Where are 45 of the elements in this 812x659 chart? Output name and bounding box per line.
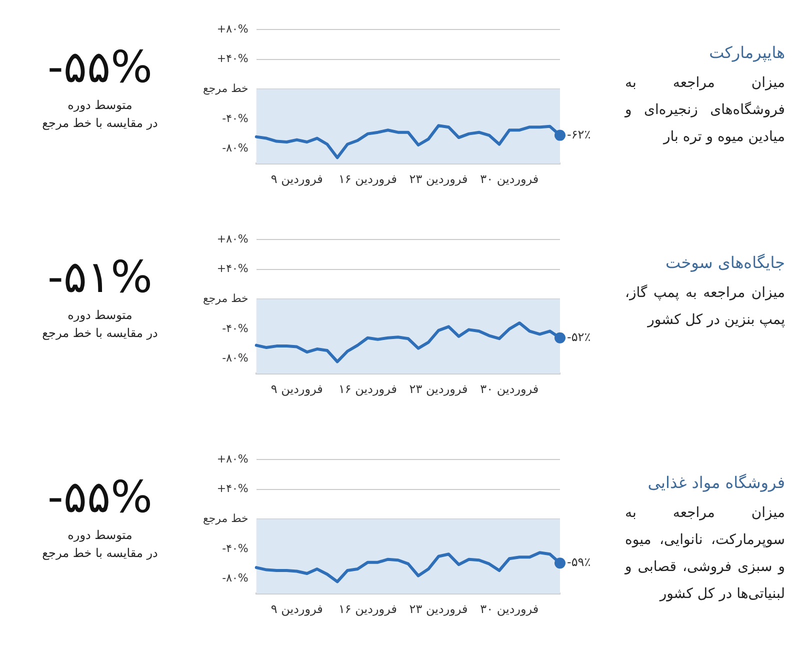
x-tick-label: ۲۳ فروردین: [409, 382, 468, 396]
text: میزان مراجعه به فروشگاه‌های زنجیره‌ای و میادین میوه و تره بار: [625, 74, 785, 147]
text: در مقایسه با خط مرجع: [41, 115, 159, 132]
text: جایگاه‌های سوخت: [664, 253, 785, 272]
text: میزان مراجعه به سوپرمارکت، نانوایی، میوه و سبزی فروشی، قصابی و لبنیاتی‌ها در کل کشور: [625, 504, 785, 604]
y-tick-label: +۴۰%: [216, 482, 248, 496]
y-tick-label: خط مرجع: [202, 512, 248, 526]
text: -۶۲٪: [567, 127, 591, 142]
x-tick-label: ۹ فروردین: [270, 172, 323, 186]
x-tick-label: ۳۰ فروردین: [480, 382, 539, 396]
x-tick-label: ۲۳ فروردین: [409, 602, 468, 616]
y-tick-label: +۸۰%: [216, 22, 248, 36]
x-tick-label: ۹ فروردین: [270, 602, 323, 616]
y-tick-label: +۴۰%: [216, 52, 248, 66]
y-tick-label: -۴۰%: [222, 542, 248, 555]
x-tick-label: ۹ فروردین: [270, 382, 323, 396]
x-tick-label: ۱۶ فروردین: [338, 602, 397, 616]
text: در مقایسه با خط مرجع: [41, 545, 159, 562]
x-tick-label: ۱۶ فروردین: [338, 172, 397, 186]
y-tick-label: +۸۰%: [216, 452, 248, 466]
y-tick-label: -۸۰%: [222, 142, 248, 155]
x-tick-label: ۳۰ فروردین: [480, 172, 539, 186]
x-tick-label: ۳۰ فروردین: [480, 602, 539, 616]
y-tick-label: خط مرجع: [202, 292, 248, 306]
text: در مقایسه با خط مرجع: [41, 325, 159, 342]
y-tick-label: خط مرجع: [202, 82, 248, 96]
text: هایپرمارکت: [708, 43, 785, 62]
x-tick-label: ۱۶ فروردین: [338, 382, 397, 396]
text: -۵۵%: [46, 471, 154, 525]
text: متوسط دوره: [66, 527, 134, 544]
x-tick-label: ۲۳ فروردین: [409, 172, 468, 186]
y-tick-label: -۸۰%: [222, 352, 248, 365]
y-tick-label: +۴۰%: [216, 262, 248, 276]
text: میزان مراجعه به پمپ گاز، پمپ بنزین در کل کشور: [625, 284, 785, 330]
y-tick-label: +۸۰%: [216, 232, 248, 246]
text: -۵۵%: [46, 41, 154, 95]
y-tick-label: -۴۰%: [222, 112, 248, 125]
text: متوسط دوره: [66, 97, 134, 114]
text: متوسط دوره: [66, 307, 134, 324]
text: -۵۱%: [46, 251, 154, 305]
y-tick-label: -۸۰%: [222, 572, 248, 585]
text: -۵۹٪: [567, 555, 591, 570]
text: فروشگاه مواد غذایی: [646, 473, 785, 492]
text: -۵۲٪: [567, 330, 591, 344]
y-tick-label: -۴۰%: [222, 322, 248, 335]
